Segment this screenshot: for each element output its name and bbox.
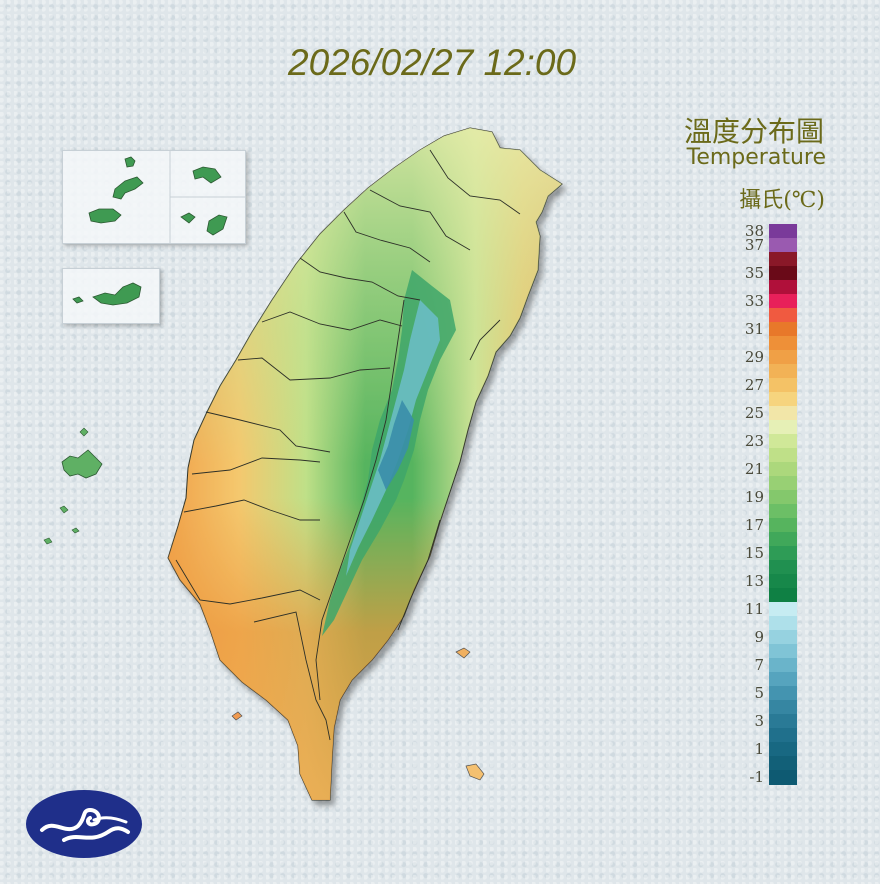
kinmen-islands-inset <box>62 268 160 324</box>
scale-segment <box>769 350 797 365</box>
scale-segment <box>769 406 797 421</box>
scale-segment <box>769 546 797 561</box>
scale-segment <box>769 476 797 491</box>
scale-tick-label: 21 <box>744 460 764 478</box>
scale-segment <box>769 252 797 267</box>
county-boundaries <box>175 149 521 741</box>
scale-segment <box>769 364 797 379</box>
scale-segment <box>769 308 797 323</box>
scale-tick-label: 27 <box>744 376 764 394</box>
scale-segment <box>769 336 797 351</box>
scale-segment <box>769 700 797 715</box>
xiaoliuqiu-island <box>455 647 471 659</box>
cwa-cloud-logo-icon <box>24 788 144 864</box>
scale-segment <box>769 770 797 785</box>
scale-segment <box>769 518 797 533</box>
legend-unit: 攝氏(℃) <box>739 188 825 213</box>
scale-tick-label: 1 <box>754 740 764 758</box>
scale-segment <box>769 504 797 519</box>
scale-tick-label: 7 <box>754 656 764 674</box>
scale-segment <box>769 686 797 701</box>
scale-tick-label: 17 <box>744 516 764 534</box>
scale-segment <box>769 266 797 281</box>
scale-segment <box>769 602 797 617</box>
scale-segment <box>769 392 797 407</box>
scale-segment <box>769 560 797 575</box>
scale-segment <box>769 420 797 435</box>
scale-tick-label: 29 <box>744 348 764 366</box>
scale-segment <box>769 378 797 393</box>
scale-segment <box>769 658 797 673</box>
scale-segment <box>769 616 797 631</box>
scale-segment <box>769 630 797 645</box>
matsu-islands-map <box>88 151 245 243</box>
scale-segment <box>769 756 797 771</box>
central-mountain-range-cold-zone <box>322 270 456 636</box>
map-datetime: 2026/02/27 12:00 <box>288 42 577 83</box>
scale-segment <box>769 672 797 687</box>
temperature-color-scale <box>769 224 797 785</box>
scale-tick-label: 37 <box>744 236 764 254</box>
scale-segment <box>769 714 797 729</box>
scale-segment <box>769 238 797 253</box>
scale-tick-label: 38 <box>744 222 764 240</box>
scale-tick-label: 25 <box>744 404 764 422</box>
scale-tick-label: 13 <box>744 572 764 590</box>
scale-segment <box>769 532 797 547</box>
scale-tick-label: 11 <box>744 600 764 618</box>
legend-title-english: Temperature <box>686 145 826 170</box>
scale-segment <box>769 280 797 295</box>
scale-segment <box>769 448 797 463</box>
scale-segment <box>769 644 797 659</box>
lanyu-island <box>465 763 485 781</box>
scale-tick-label: 33 <box>744 292 764 310</box>
scale-tick-label: 31 <box>744 320 764 338</box>
scale-segment <box>769 742 797 757</box>
legend-title-chinese: 溫度分布圖 <box>683 115 824 148</box>
scale-segment <box>769 224 797 239</box>
kinmen-islands-map <box>72 282 142 306</box>
scale-segment <box>769 588 797 603</box>
taiwan-main-island <box>167 127 563 801</box>
scale-segment <box>769 462 797 477</box>
scale-segment <box>769 322 797 337</box>
scale-tick-label: 9 <box>754 628 764 646</box>
scale-segment <box>769 728 797 743</box>
scale-segment <box>769 434 797 449</box>
scale-tick-label: 23 <box>744 432 764 450</box>
scale-tick-label: 15 <box>744 544 764 562</box>
scale-tick-label: -1 <box>749 768 764 786</box>
scale-tick-label: 5 <box>754 684 764 702</box>
matsu-islands-inset <box>62 150 246 244</box>
scale-segment <box>769 490 797 505</box>
scale-tick-label: 3 <box>754 712 764 730</box>
scale-tick-label: 35 <box>744 264 764 282</box>
xiaoliuqiu-west-island <box>231 711 243 721</box>
penghu-islands <box>43 427 103 545</box>
scale-tick-label: 19 <box>744 488 764 506</box>
scale-segment <box>769 294 797 309</box>
scale-segment <box>769 574 797 589</box>
